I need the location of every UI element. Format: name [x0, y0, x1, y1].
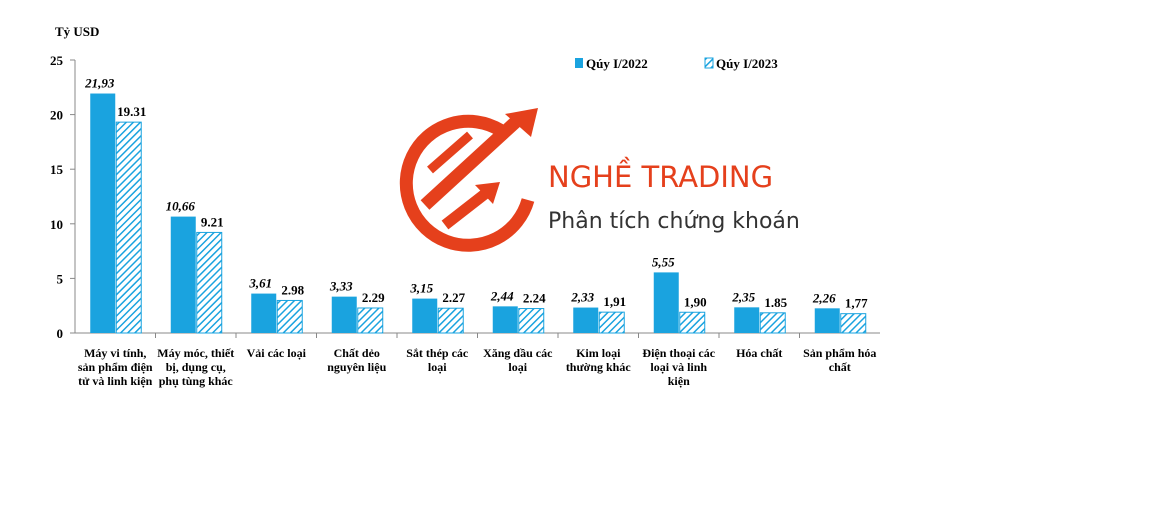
x-tick-label: Điện thoại các loại và linh kiện: [642, 346, 716, 388]
bar: [653, 272, 679, 333]
value-label: 2,26: [812, 290, 836, 305]
legend-swatch: [575, 58, 583, 68]
y-tick-label: 10: [50, 217, 63, 232]
y-tick-label: 20: [50, 108, 63, 123]
bar: [518, 308, 545, 334]
y-axis-label: Tỷ USD: [55, 24, 99, 39]
x-tick-label: Chất dẻo nguyên liệu: [327, 346, 387, 374]
value-label: 2,35: [731, 289, 755, 304]
value-label: 3,61: [248, 276, 272, 291]
value-label: 21,93: [84, 76, 115, 91]
value-label: 2,33: [570, 290, 594, 305]
bar: [90, 93, 116, 333]
x-tick-label: Máy móc, thiết bị, dụng cụ, phụ tùng khá…: [157, 346, 235, 388]
bar: [437, 307, 464, 334]
value-label: 2.27: [442, 290, 465, 305]
x-tick-label: Hóa chất: [736, 346, 783, 360]
value-label: 1.85: [764, 295, 787, 310]
bar: [115, 121, 142, 334]
value-label: 2.24: [523, 291, 546, 306]
y-tick-label: 25: [50, 53, 64, 68]
x-tick-label: Vải các loại: [246, 346, 306, 360]
x-tick-label: Sản phẩm hóa chất: [803, 346, 877, 374]
bar: [276, 299, 303, 334]
bar: [759, 312, 786, 334]
value-label: 9.21: [201, 214, 224, 229]
bar: [357, 307, 384, 334]
bar: [170, 216, 196, 333]
bar: [492, 306, 518, 333]
bar: [573, 307, 599, 333]
logo-subtitle: Phân tích chứng khoán: [548, 209, 800, 234]
x-tick-label: Kim loại thường khác: [565, 346, 631, 374]
bar: [331, 296, 357, 333]
bar: [196, 231, 223, 334]
value-label: 3,15: [409, 281, 433, 296]
value-label: 10,66: [166, 199, 196, 214]
y-tick-label: 15: [50, 162, 64, 177]
legend-swatch: [704, 57, 714, 69]
value-label: 5,55: [652, 254, 675, 269]
bar: [679, 311, 706, 334]
legend-label: Qúy I/2023: [716, 56, 778, 71]
y-tick-label: 0: [57, 326, 64, 341]
bar: [598, 311, 625, 334]
value-label: 1,77: [845, 296, 868, 311]
y-tick-label: 5: [57, 271, 64, 286]
value-label: 3,33: [329, 279, 353, 294]
value-label: 19.31: [117, 104, 146, 119]
x-tick-label: Máy vi tính, sản phẩm điện tử và linh ki…: [77, 346, 153, 388]
value-label: 2,44: [490, 288, 514, 303]
value-label: 2.29: [362, 290, 385, 305]
value-label: 1,91: [603, 294, 626, 309]
bar: [814, 308, 840, 333]
logo-title: NGHỀ TRADING: [548, 157, 773, 194]
logo: [399, 108, 538, 252]
bar: [412, 298, 438, 333]
legend-label: Qúy I/2022: [586, 56, 648, 71]
bar: [251, 293, 277, 333]
value-label: 2.98: [281, 282, 304, 297]
bar: [840, 313, 867, 334]
x-tick-label: Sắt thép các loại: [406, 346, 469, 374]
value-label: 1,90: [684, 294, 707, 309]
bar: [734, 307, 760, 333]
x-tick-label: Xăng dầu các loại: [483, 346, 553, 374]
